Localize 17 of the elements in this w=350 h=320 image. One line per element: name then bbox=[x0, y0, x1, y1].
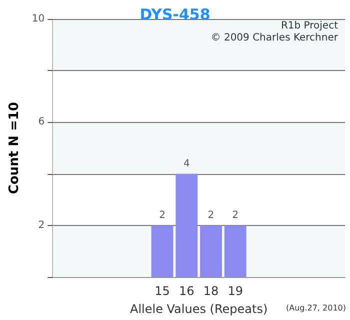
y-tick-label: 10 bbox=[32, 14, 45, 24]
y-tick-label: 2 bbox=[38, 220, 45, 231]
text: (Aug.27, 2010) bbox=[286, 304, 346, 312]
data-label: 2 bbox=[232, 210, 239, 221]
x-tick-label: 16 bbox=[178, 284, 194, 298]
annotation: R1b Project bbox=[280, 20, 338, 32]
x-tick-label: 18 bbox=[203, 284, 219, 298]
data-label: 2 bbox=[208, 210, 214, 221]
data-label: 4 bbox=[183, 158, 190, 170]
x-tick-label: 19 bbox=[228, 284, 243, 298]
y-axis-title: Count N =10 bbox=[7, 102, 22, 194]
chart-title: DYS-458 bbox=[140, 6, 210, 24]
x-axis-title: Allele Values (Repeats) bbox=[130, 302, 268, 316]
y-tick-label: 6 bbox=[38, 116, 45, 128]
x-tick-label: 15 bbox=[154, 284, 170, 298]
data-label: 2 bbox=[159, 210, 166, 221]
annotation: © 2009 Charles Kerchner bbox=[210, 32, 339, 44]
